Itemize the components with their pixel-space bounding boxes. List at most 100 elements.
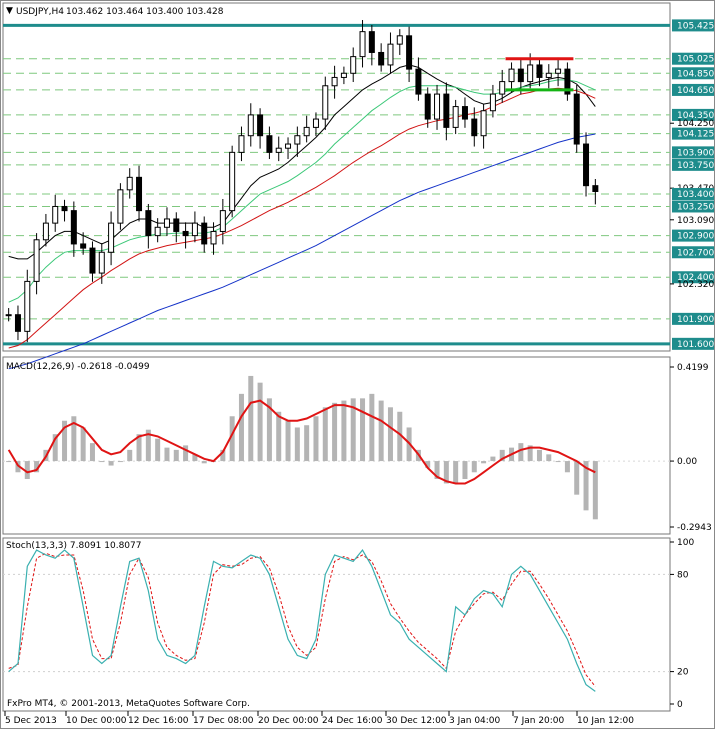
candle — [434, 93, 441, 120]
macd-histogram-bar — [276, 411, 282, 462]
macd-histogram-bar — [490, 456, 496, 462]
candle — [452, 106, 459, 128]
macd-histogram-bar — [117, 461, 123, 463]
candle — [489, 93, 496, 112]
macd-histogram-bar — [52, 434, 58, 462]
macd-histogram-bar — [294, 427, 300, 462]
macd-histogram-bar — [471, 461, 477, 473]
macd-histogram-bar — [248, 375, 254, 462]
moving-average-line — [8, 133, 596, 370]
x-axis-label: 24 Dec 16:00 — [322, 716, 383, 726]
price-label-bg — [672, 19, 714, 32]
price-label: 105.425 — [677, 21, 714, 31]
macd-histogram-bar — [99, 461, 105, 463]
price-label: 102.700 — [677, 248, 714, 258]
candle — [359, 31, 366, 58]
macd-axis-label: 0.4199 — [677, 363, 709, 373]
price-label-bg — [672, 246, 714, 259]
macd-histogram-bar — [518, 443, 524, 462]
candle — [406, 35, 413, 70]
candle — [182, 230, 189, 237]
macd-histogram-bar — [481, 461, 487, 464]
candle — [583, 143, 590, 187]
macd-signal-line — [7, 399, 596, 485]
candle — [573, 93, 580, 145]
price-label-box: 102.400 — [672, 271, 714, 284]
macd-histogram-bar — [369, 393, 375, 462]
price-label-box: 101.600 — [672, 337, 714, 350]
price-label: 104.350 — [677, 111, 714, 121]
candle — [536, 64, 543, 78]
macd-histogram-bar — [24, 461, 30, 479]
moving-average-line — [8, 79, 596, 303]
candle — [163, 218, 170, 228]
price-label-box: 104.350 — [672, 108, 714, 121]
price-label-box: 102.900 — [672, 229, 714, 242]
candle — [247, 114, 254, 137]
price-label-box: 104.650 — [672, 83, 714, 96]
macd-axis-label: 0.00 — [677, 457, 697, 467]
macd-histogram-bar — [546, 454, 552, 462]
price-label-box: 103.400 — [672, 187, 714, 200]
candle — [285, 143, 292, 149]
macd-histogram-bar — [332, 402, 338, 462]
candle — [368, 31, 375, 53]
candle — [5, 314, 12, 317]
stoch-title: Stoch(13,3,3) 7.8091 10.8077 — [6, 541, 141, 551]
candle — [89, 247, 96, 274]
candle — [331, 76, 338, 87]
candle — [201, 222, 208, 245]
candle — [303, 126, 310, 137]
price-label: 103.250 — [677, 202, 714, 212]
price-label-bg — [672, 337, 714, 350]
candle — [98, 251, 105, 274]
x-axis-label: 17 Dec 08:00 — [193, 716, 254, 726]
price-label-bg — [672, 200, 714, 213]
x-axis-label: 10 Jan 12:00 — [577, 716, 634, 726]
candle — [126, 176, 133, 191]
candle — [322, 85, 329, 120]
candle — [527, 64, 534, 83]
candle — [108, 222, 115, 253]
macd-histogram-bar — [266, 398, 272, 462]
price-label-box: 101.900 — [672, 312, 714, 325]
macd-histogram-bar — [322, 407, 328, 462]
macd-histogram-bar — [555, 461, 561, 463]
macd-histogram-bar — [80, 427, 86, 462]
footer-copyright: FxPro MT4, © 2001-2013, MetaQuotes Softw… — [7, 699, 250, 709]
macd-histogram-bar — [89, 443, 95, 462]
candle — [33, 239, 40, 282]
candle — [555, 68, 562, 74]
candle — [378, 51, 385, 66]
price-label-box: 103.250 — [672, 200, 714, 213]
moving-average-line — [8, 87, 596, 349]
candle — [396, 35, 403, 45]
macd-histogram-bar — [136, 434, 142, 462]
candle — [592, 185, 599, 192]
price-label-box: 102.700 — [672, 246, 714, 259]
candle — [42, 222, 49, 241]
macd-histogram-bar — [108, 461, 114, 466]
macd-histogram-bar — [564, 461, 570, 473]
candle — [340, 72, 347, 78]
macd-histogram-bar — [238, 393, 244, 462]
price-label-box: 104.850 — [672, 67, 714, 80]
price-label-bg — [672, 108, 714, 121]
macd-histogram-bar — [583, 461, 589, 511]
stoch-panel — [2, 537, 671, 712]
candle — [210, 230, 217, 245]
candle — [480, 110, 487, 137]
price-label-bg — [672, 271, 714, 284]
x-axis-label: 20 Dec 00:00 — [258, 716, 319, 726]
candle — [461, 106, 468, 120]
macd-histogram-bar — [313, 416, 319, 462]
macd-histogram-bar — [145, 429, 151, 462]
macd-histogram-bar — [425, 461, 431, 468]
macd-histogram-bar — [350, 398, 356, 462]
price-label-box: 103.750 — [672, 158, 714, 171]
macd-histogram-bar — [341, 400, 347, 462]
macd-histogram-bar — [62, 420, 68, 462]
macd-histogram-bar — [201, 461, 207, 464]
